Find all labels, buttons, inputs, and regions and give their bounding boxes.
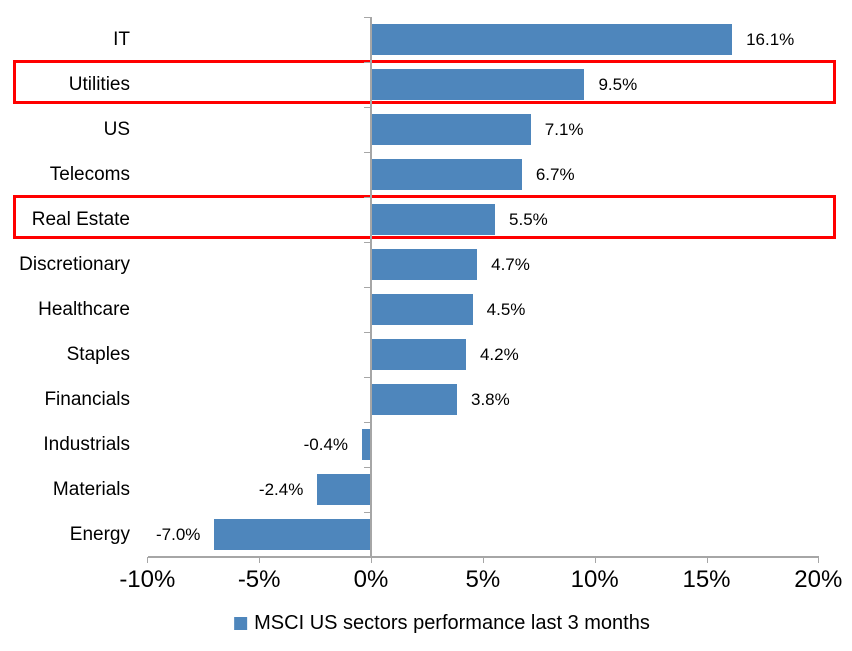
value-label: 3.8%: [470, 390, 510, 409]
bar: [372, 69, 585, 100]
value-label: 4.7%: [491, 255, 530, 274]
value-label: 4.5%: [486, 300, 526, 319]
category-label: Staples: [66, 344, 130, 365]
x-axis-tick: [706, 557, 708, 563]
x-axis-tick: [482, 557, 484, 563]
bar: [372, 339, 466, 370]
bar: [372, 159, 522, 190]
value-label: -7.0%: [156, 525, 201, 544]
y-axis-tick: [364, 17, 371, 18]
bar: [362, 429, 371, 460]
x-axis-tick: [259, 557, 261, 563]
x-axis-tick: [147, 557, 149, 563]
x-axis-tick: [594, 557, 596, 563]
category-label: Utilities: [68, 74, 130, 95]
x-axis-tick-label: 10%: [570, 566, 619, 593]
y-axis-tick: [364, 242, 371, 243]
y-axis-tick: [364, 422, 371, 423]
x-axis-tick: [371, 557, 372, 563]
category-label: Energy: [69, 524, 130, 545]
value-label: 16.1%: [746, 30, 795, 49]
category-label: US: [103, 119, 130, 140]
value-label: 7.1%: [544, 120, 584, 139]
y-axis-tick: [364, 467, 371, 468]
bar: [372, 249, 478, 280]
value-label: 5.5%: [509, 210, 548, 229]
y-axis-tick: [364, 107, 371, 108]
category-label: IT: [113, 29, 130, 50]
y-axis-tick: [364, 62, 371, 63]
x-axis-tick-label: 20%: [794, 566, 843, 593]
y-axis-tick: [364, 197, 371, 198]
x-axis-tick-label: 0%: [353, 566, 389, 593]
legend-label: MSCI US sectors performance last 3 month…: [254, 611, 650, 634]
bar: [372, 204, 496, 235]
y-axis-tick: [364, 332, 371, 333]
bar: [214, 519, 371, 550]
value-label: 9.5%: [598, 75, 638, 94]
bar: [372, 24, 733, 55]
category-label: Materials: [52, 479, 130, 500]
value-label: -2.4%: [258, 480, 304, 499]
y-axis-tick: [364, 287, 371, 288]
x-axis-tick-label: 5%: [465, 566, 501, 593]
legend: MSCI US sectors performance last 3 month…: [234, 606, 650, 640]
bar: [372, 114, 531, 145]
y-axis-tick: [364, 377, 371, 378]
value-label: -0.4%: [303, 435, 349, 454]
value-label: 6.7%: [535, 165, 575, 184]
value-label: 4.2%: [479, 345, 519, 364]
y-axis-tick: [364, 152, 371, 153]
x-axis-tick: [818, 557, 820, 563]
category-label: Financials: [44, 389, 130, 410]
x-axis-tick-label: 15%: [682, 566, 731, 593]
y-axis-tick: [364, 512, 371, 513]
bar: [317, 474, 371, 505]
y-axis: [370, 17, 372, 557]
category-label: Real Estate: [31, 209, 130, 230]
x-axis-tick-label: -10%: [119, 566, 176, 593]
category-label: Telecoms: [49, 164, 130, 185]
category-label: Discretionary: [19, 254, 130, 275]
category-label: Industrials: [43, 434, 130, 455]
category-label: Healthcare: [38, 299, 130, 320]
x-axis-tick-label: -5%: [237, 566, 281, 593]
legend-swatch-icon: [234, 616, 248, 630]
bar: [372, 384, 457, 415]
bar: [372, 294, 473, 325]
